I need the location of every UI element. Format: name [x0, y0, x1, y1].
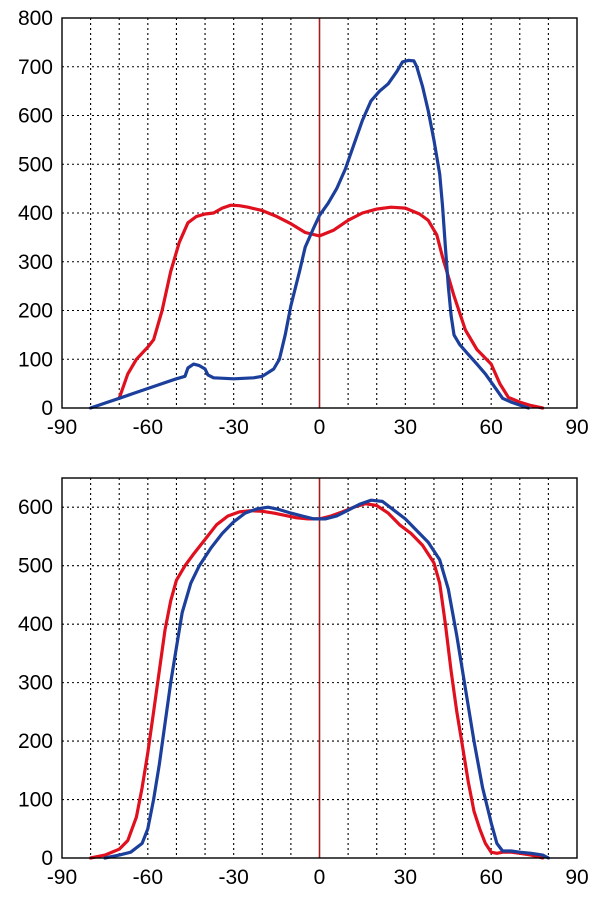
series-line-red: [117, 203, 545, 410]
x-tick-label: 0: [314, 416, 326, 439]
y-tick-label: 200: [18, 730, 53, 753]
y-tick-label: 800: [18, 7, 53, 30]
x-tick-label: -60: [133, 416, 163, 439]
x-tick-label: 30: [394, 416, 417, 439]
x-tick-label: -90: [47, 416, 77, 439]
y-tick-label: 400: [18, 202, 53, 225]
x-tick-label: 90: [565, 416, 588, 439]
y-tick-label: 0: [41, 397, 53, 420]
y-tick-label: 300: [18, 672, 53, 695]
y-tick-label: 0: [41, 847, 53, 870]
y-tick-label: 600: [18, 105, 53, 128]
x-tick-label: -30: [218, 416, 248, 439]
y-tick-label: 100: [18, 348, 53, 371]
chart-panel-1: 0 100 200 300 400 500 600 700 800 -90 -60 -30 0 30 60 9…: [18, 7, 589, 439]
y-tick-label: 500: [18, 555, 53, 578]
x-tick-label: -30: [218, 866, 248, 889]
x-tick-label: 60: [479, 416, 502, 439]
x-tick-label: -90: [47, 866, 77, 889]
plot-frame: [61, 477, 578, 859]
series-line-red: [88, 502, 545, 860]
y-tick-label: 200: [18, 300, 53, 323]
x-tick-label: -60: [133, 866, 163, 889]
series-line-blue: [103, 498, 551, 860]
plot-frame: [61, 17, 578, 409]
y-tick-label: 100: [18, 789, 53, 812]
y-tick-label: 400: [18, 613, 53, 636]
x-tick-label: 30: [394, 866, 417, 889]
y-tick-label: 300: [18, 251, 53, 274]
x-tick-label: 60: [479, 866, 502, 889]
series-line-blue: [88, 58, 531, 410]
y-tick-label: 500: [18, 153, 53, 176]
x-tick-label: 90: [565, 866, 588, 889]
y-tick-label: 700: [18, 56, 53, 79]
x-tick-label: 0: [314, 866, 326, 889]
chart-panel-2: 0 100 200 300 400 500 600 -90 -60 -30 0 30 60 90: [18, 477, 589, 889]
y-tick-label: 600: [18, 496, 53, 519]
